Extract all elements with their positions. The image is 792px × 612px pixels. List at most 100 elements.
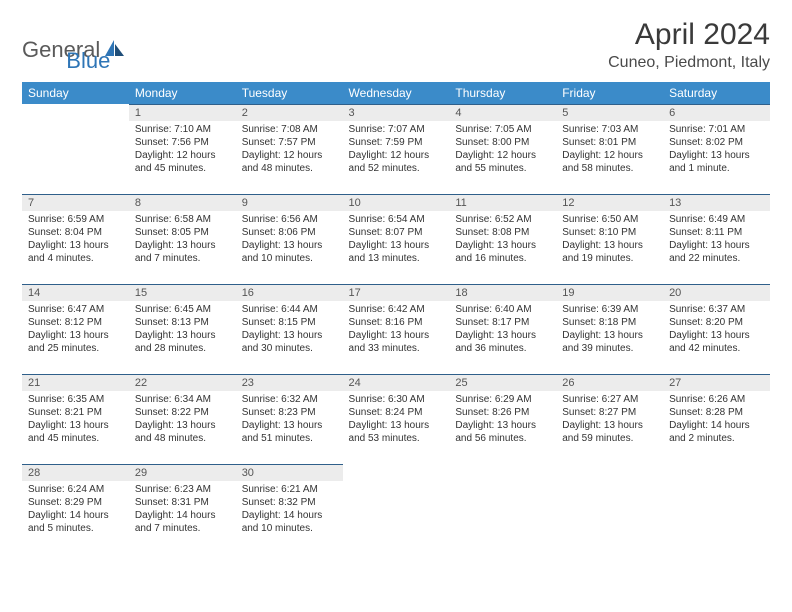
- day-number: 19: [556, 284, 663, 301]
- daylight-text: Daylight: 14 hours and 7 minutes.: [135, 509, 230, 535]
- sunrise-text: Sunrise: 7:10 AM: [135, 123, 230, 136]
- sunset-text: Sunset: 8:07 PM: [349, 226, 444, 239]
- day-content: Sunrise: 6:42 AMSunset: 8:16 PMDaylight:…: [343, 301, 450, 359]
- sunset-text: Sunset: 8:23 PM: [242, 406, 337, 419]
- weekday-header: Saturday: [663, 82, 770, 104]
- day-content: Sunrise: 6:34 AMSunset: 8:22 PMDaylight:…: [129, 391, 236, 449]
- calendar-week-row: 28Sunrise: 6:24 AMSunset: 8:29 PMDayligh…: [22, 464, 770, 554]
- day-content: Sunrise: 6:29 AMSunset: 8:26 PMDaylight:…: [449, 391, 556, 449]
- day-content: Sunrise: 6:37 AMSunset: 8:20 PMDaylight:…: [663, 301, 770, 359]
- daylight-text: Daylight: 12 hours and 55 minutes.: [455, 149, 550, 175]
- calendar-day-cell: 29Sunrise: 6:23 AMSunset: 8:31 PMDayligh…: [129, 464, 236, 554]
- day-content: Sunrise: 6:30 AMSunset: 8:24 PMDaylight:…: [343, 391, 450, 449]
- calendar-day-cell: 27Sunrise: 6:26 AMSunset: 8:28 PMDayligh…: [663, 374, 770, 464]
- logo: General Blue: [22, 26, 110, 74]
- day-number: 11: [449, 194, 556, 211]
- sunset-text: Sunset: 8:21 PM: [28, 406, 123, 419]
- sunrise-text: Sunrise: 6:56 AM: [242, 213, 337, 226]
- calendar-day-cell: [343, 464, 450, 554]
- logo-text-blue: Blue: [66, 48, 110, 74]
- daylight-text: Daylight: 13 hours and 53 minutes.: [349, 419, 444, 445]
- sunrise-text: Sunrise: 6:32 AM: [242, 393, 337, 406]
- calendar-day-cell: 3Sunrise: 7:07 AMSunset: 7:59 PMDaylight…: [343, 104, 450, 194]
- day-number: 4: [449, 104, 556, 121]
- calendar-week-row: 21Sunrise: 6:35 AMSunset: 8:21 PMDayligh…: [22, 374, 770, 464]
- day-number: 1: [129, 104, 236, 121]
- daylight-text: Daylight: 13 hours and 1 minute.: [669, 149, 764, 175]
- day-number: 20: [663, 284, 770, 301]
- calendar-week-row: 14 Sunrise: 6:47 AMSunset: 8:12 PM Dayligh…: [22, 284, 770, 374]
- day-number: 18: [449, 284, 556, 301]
- daylight-text: Daylight: 14 hours and 2 minutes.: [669, 419, 764, 445]
- day-content: Sunrise: 6:56 AMSunset: 8:06 PMDaylight:…: [236, 211, 343, 269]
- daylight-text: Daylight: 13 hours and 45 minutes.: [28, 419, 123, 445]
- calendar-body: 1Sunrise: 7:10 AMSunset: 7:56 PMDaylight…: [22, 104, 770, 554]
- sunrise-text: Sunrise: 6:54 AM: [349, 213, 444, 226]
- daylight-text: Daylight: 13 hours and 30 minutes.: [242, 329, 337, 355]
- day-content: Sunrise: 6:24 AMSunset: 8:29 PMDaylight:…: [22, 481, 129, 539]
- sunset-text: Sunset: 8:22 PM: [135, 406, 230, 419]
- sunset-text: Sunset: 8:02 PM: [669, 136, 764, 149]
- calendar-day-cell: 14Sunrise: 6:47 AMSunset: 8:12 PMDayligh…: [22, 284, 129, 374]
- day-number: 5: [556, 104, 663, 121]
- weekday-header: Monday: [129, 82, 236, 104]
- day-number: 15: [129, 284, 236, 301]
- daylight-text: Daylight: 13 hours and 59 minutes.: [562, 419, 657, 445]
- calendar-day-cell: 30Sunrise: 6:21 AMSunset: 8:32 PMDayligh…: [236, 464, 343, 554]
- calendar-day-cell: 19Sunrise: 6:39 AMSunset: 8:18 PMDayligh…: [556, 284, 663, 374]
- sunrise-text: Sunrise: 7:08 AM: [242, 123, 337, 136]
- sunrise-text: Sunrise: 6:44 AM: [242, 303, 337, 316]
- calendar-day-cell: [663, 464, 770, 554]
- calendar-day-cell: 28Sunrise: 6:24 AMSunset: 8:29 PMDayligh…: [22, 464, 129, 554]
- day-number: 7: [22, 194, 129, 211]
- calendar-day-cell: 16Sunrise: 6:44 AMSunset: 8:15 PMDayligh…: [236, 284, 343, 374]
- calendar-day-cell: 4Sunrise: 7:05 AMSunset: 8:00 PMDaylight…: [449, 104, 556, 194]
- sunset-text: Sunset: 8:06 PM: [242, 226, 337, 239]
- day-content: Sunrise: 6:35 AMSunset: 8:21 PMDaylight:…: [22, 391, 129, 449]
- day-number: 8: [129, 194, 236, 211]
- day-content: Sunrise: 6:39 AMSunset: 8:18 PMDaylight:…: [556, 301, 663, 359]
- day-number: 27: [663, 374, 770, 391]
- day-number: 16: [236, 284, 343, 301]
- title-block: April 2024 Cuneo, Piedmont, Italy: [608, 18, 770, 72]
- month-title: April 2024: [608, 18, 770, 52]
- daylight-text: Daylight: 13 hours and 4 minutes.: [28, 239, 123, 265]
- sunset-text: Sunset: 8:05 PM: [135, 226, 230, 239]
- day-content: Sunrise: 6:23 AMSunset: 8:31 PMDaylight:…: [129, 481, 236, 539]
- calendar-table: SundayMondayTuesdayWednesdayThursdayFrid…: [22, 82, 770, 554]
- sunset-text: Sunset: 8:04 PM: [28, 226, 123, 239]
- sunrise-text: Sunrise: 6:47 AM: [28, 303, 123, 316]
- calendar-day-cell: 24Sunrise: 6:30 AMSunset: 8:24 PMDayligh…: [343, 374, 450, 464]
- daylight-text: Daylight: 13 hours and 36 minutes.: [455, 329, 550, 355]
- sunset-text: Sunset: 8:12 PM: [28, 316, 123, 329]
- daylight-text: Daylight: 12 hours and 58 minutes.: [562, 149, 657, 175]
- daylight-text: Daylight: 13 hours and 56 minutes.: [455, 419, 550, 445]
- sunset-text: Sunset: 8:29 PM: [28, 496, 123, 509]
- daylight-text: Daylight: 13 hours and 51 minutes.: [242, 419, 337, 445]
- calendar-day-cell: 17Sunrise: 6:42 AMSunset: 8:16 PMDayligh…: [343, 284, 450, 374]
- day-content: Sunrise: 7:01 AMSunset: 8:02 PMDaylight:…: [663, 121, 770, 179]
- sunset-text: Sunset: 8:16 PM: [349, 316, 444, 329]
- day-number: 14: [22, 284, 129, 301]
- sunset-text: Sunset: 8:10 PM: [562, 226, 657, 239]
- sunrise-text: Sunrise: 6:21 AM: [242, 483, 337, 496]
- sunset-text: Sunset: 8:27 PM: [562, 406, 657, 419]
- sunrise-text: Sunrise: 7:03 AM: [562, 123, 657, 136]
- calendar-day-cell: 25Sunrise: 6:29 AMSunset: 8:26 PMDayligh…: [449, 374, 556, 464]
- calendar-day-cell: 18Sunrise: 6:40 AMSunset: 8:17 PMDayligh…: [449, 284, 556, 374]
- daylight-text: Daylight: 13 hours and 39 minutes.: [562, 329, 657, 355]
- day-number: 22: [129, 374, 236, 391]
- day-number: 23: [236, 374, 343, 391]
- weekday-header: Friday: [556, 82, 663, 104]
- calendar-day-cell: 11Sunrise: 6:52 AMSunset: 8:08 PMDayligh…: [449, 194, 556, 284]
- calendar-day-cell: [556, 464, 663, 554]
- sunset-text: Sunset: 8:13 PM: [135, 316, 230, 329]
- sunrise-text: Sunrise: 7:07 AM: [349, 123, 444, 136]
- sunrise-text: Sunrise: 6:23 AM: [135, 483, 230, 496]
- day-number: 25: [449, 374, 556, 391]
- day-content: Sunrise: 6:50 AMSunset: 8:10 PMDaylight:…: [556, 211, 663, 269]
- calendar-day-cell: 15Sunrise: 6:45 AMSunset: 8:13 PMDayligh…: [129, 284, 236, 374]
- sunset-text: Sunset: 8:31 PM: [135, 496, 230, 509]
- day-content: Sunrise: 7:08 AMSunset: 7:57 PMDaylight:…: [236, 121, 343, 179]
- day-number: 24: [343, 374, 450, 391]
